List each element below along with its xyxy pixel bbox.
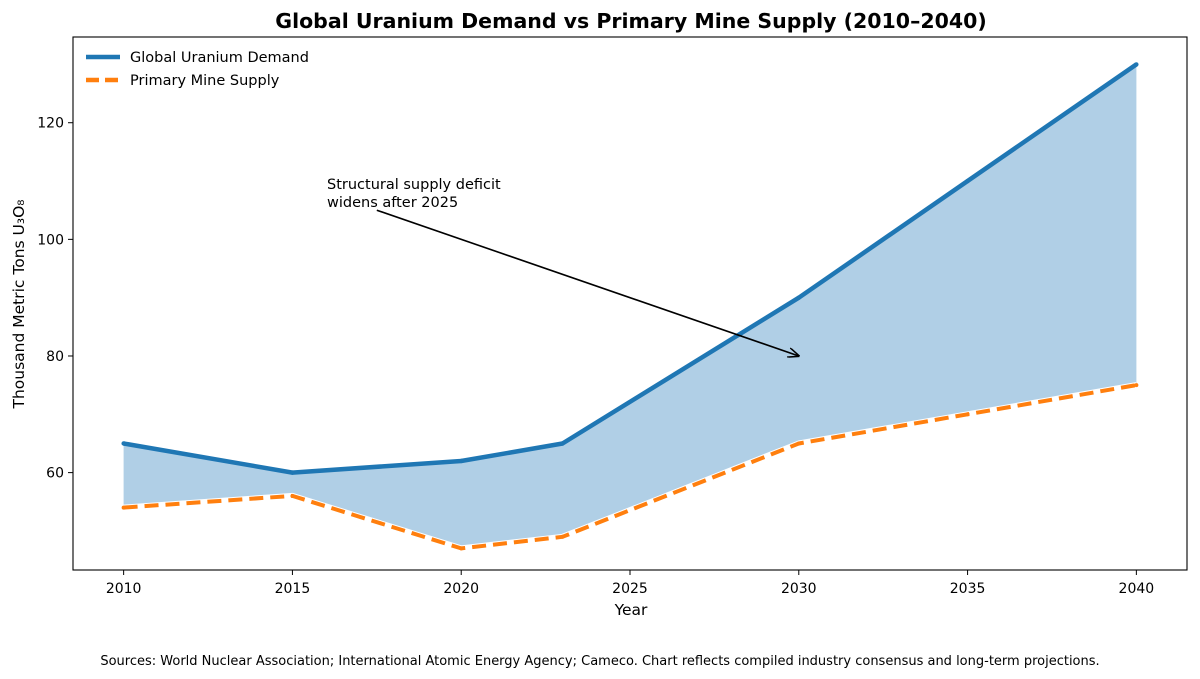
demand-point-2035 bbox=[965, 178, 970, 184]
demand-point-2010 bbox=[121, 441, 126, 446]
y-axis: 60 80 100 120 bbox=[37, 116, 73, 482]
supply-point-2035 bbox=[965, 412, 970, 417]
x-tick-label-2015: 2015 bbox=[275, 581, 311, 597]
demand-point-2023 bbox=[560, 441, 565, 446]
legend-label-demand: Global Uranium Demand bbox=[130, 50, 309, 66]
legend: Global Uranium Demand Primary Mine Suppl… bbox=[86, 50, 309, 89]
y-axis-label: Thousand Metric Tons U₃O₈ bbox=[10, 200, 28, 410]
x-tick-label-2040: 2040 bbox=[1119, 581, 1155, 597]
legend-label-supply: Primary Mine Supply bbox=[130, 73, 280, 89]
y-tick-label-60: 60 bbox=[46, 466, 64, 482]
plot-area bbox=[121, 62, 1139, 552]
demand-point-2030 bbox=[796, 295, 801, 300]
annotation: Structural supply deficit widens after 2… bbox=[327, 177, 799, 356]
x-axis: 2010 2015 2020 2025 2030 2035 2040 bbox=[106, 570, 1154, 597]
demand-point-2020 bbox=[459, 458, 464, 464]
y-tick-label-100: 100 bbox=[37, 232, 64, 248]
y-tick-label-120: 120 bbox=[37, 116, 64, 132]
demand-point-2015 bbox=[290, 470, 295, 475]
supply-point-2030 bbox=[796, 441, 801, 446]
annotation-text: Structural supply deficit widens after 2… bbox=[327, 177, 505, 211]
x-tick-label-2035: 2035 bbox=[950, 581, 986, 597]
y-tick-label-80: 80 bbox=[46, 349, 64, 365]
annotation-line-1: Structural supply deficit bbox=[327, 177, 501, 193]
sources-note: Sources: World Nuclear Association; Inte… bbox=[100, 654, 1099, 669]
deficit-fill-area bbox=[123, 64, 1137, 549]
demand-point-2040 bbox=[1134, 62, 1139, 67]
supply-point-2023 bbox=[560, 534, 565, 539]
supply-point-2020 bbox=[459, 546, 464, 551]
x-axis-label: Year bbox=[614, 601, 648, 619]
x-tick-label-2010: 2010 bbox=[106, 581, 142, 597]
annotation-arrow bbox=[376, 209, 799, 356]
chart-title: Global Uranium Demand vs Primary Mine Su… bbox=[275, 9, 987, 33]
supply-point-2015 bbox=[290, 493, 295, 498]
x-tick-label-2030: 2030 bbox=[781, 581, 817, 597]
supply-point-2010 bbox=[121, 505, 126, 510]
x-tick-label-2020: 2020 bbox=[443, 581, 479, 597]
supply-point-2040 bbox=[1134, 383, 1139, 388]
annotation-line-2: widens after 2025 bbox=[327, 195, 458, 211]
x-tick-label-2025: 2025 bbox=[612, 581, 648, 597]
